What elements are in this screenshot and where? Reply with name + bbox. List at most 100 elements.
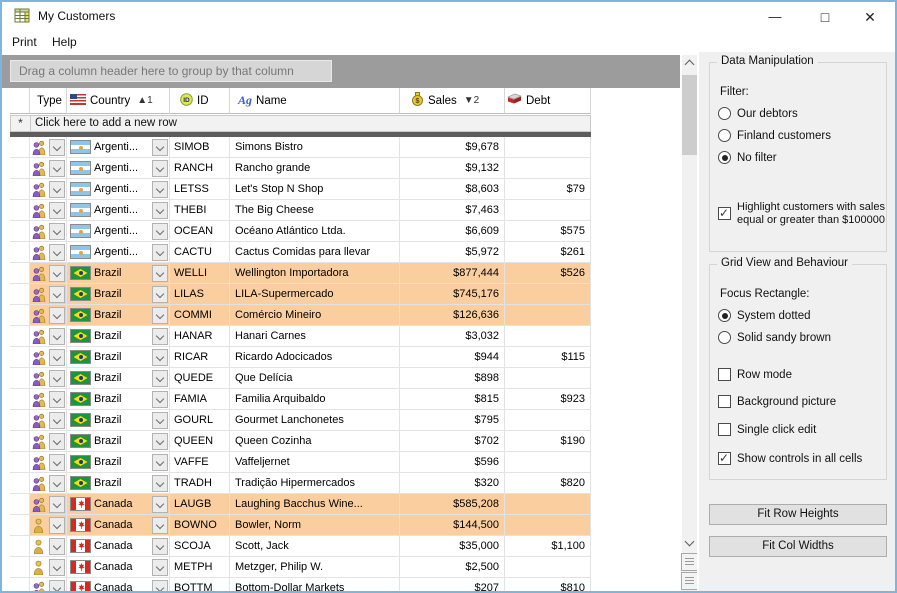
table-row[interactable]: Brazil RICAR Ricardo Adocicados $944 $11…	[10, 347, 591, 368]
sales-cell[interactable]: $7,463	[400, 200, 505, 221]
type-dropdown-button[interactable]	[49, 475, 65, 492]
type-dropdown-button[interactable]	[49, 265, 65, 282]
debt-cell[interactable]: $115	[505, 347, 591, 368]
country-dropdown-button[interactable]	[152, 265, 168, 282]
country-dropdown-button[interactable]	[152, 286, 168, 303]
name-cell[interactable]: Bowler, Norm	[230, 515, 400, 536]
sales-cell[interactable]: $126,636	[400, 305, 505, 326]
country-dropdown-button[interactable]	[152, 223, 168, 240]
id-cell[interactable]: VAFFE	[170, 452, 230, 473]
name-cell[interactable]: The Big Cheese	[230, 200, 400, 221]
type-dropdown-button[interactable]	[49, 391, 65, 408]
radio-icon[interactable]	[718, 107, 731, 120]
close-button[interactable]: ✕	[864, 9, 876, 25]
country-cell[interactable]: Argenti...	[67, 200, 170, 221]
radio-icon[interactable]	[718, 331, 731, 344]
country-cell[interactable]: Argenti...	[67, 158, 170, 179]
id-cell[interactable]: WELLI	[170, 263, 230, 284]
name-cell[interactable]: Tradição Hipermercados	[230, 473, 400, 494]
sales-cell[interactable]: $207	[400, 578, 505, 591]
name-cell[interactable]: Océano Atlántico Ltda.	[230, 221, 400, 242]
type-cell[interactable]	[30, 368, 67, 389]
table-row[interactable]: Canada BOWNO Bowler, Norm $144,500	[10, 515, 591, 536]
type-cell[interactable]	[30, 179, 67, 200]
country-dropdown-button[interactable]	[152, 433, 168, 450]
type-cell[interactable]	[30, 200, 67, 221]
country-dropdown-button[interactable]	[152, 496, 168, 513]
table-row[interactable]: Canada BOTTM Bottom-Dollar Markets $207 …	[10, 578, 591, 591]
type-dropdown-button[interactable]	[49, 328, 65, 345]
id-cell[interactable]: TRADH	[170, 473, 230, 494]
checkbox-highlight-sales[interactable]: Highlight customers with sales equal or …	[718, 201, 887, 227]
sales-cell[interactable]: $702	[400, 431, 505, 452]
type-dropdown-button[interactable]	[49, 517, 65, 534]
checkbox-icon[interactable]	[718, 451, 731, 465]
name-cell[interactable]: Comércio Mineiro	[230, 305, 400, 326]
table-row[interactable]: Canada METPH Metzger, Philip W. $2,500	[10, 557, 591, 578]
debt-cell[interactable]	[505, 326, 591, 347]
type-dropdown-button[interactable]	[49, 202, 65, 219]
country-cell[interactable]: Argenti...	[67, 137, 170, 158]
type-dropdown-button[interactable]	[49, 559, 65, 576]
debt-cell[interactable]	[505, 368, 591, 389]
country-dropdown-button[interactable]	[152, 454, 168, 471]
sales-cell[interactable]: $3,032	[400, 326, 505, 347]
radio-icon[interactable]	[718, 151, 731, 164]
table-row[interactable]: Brazil LILAS LILA-Supermercado $745,176	[10, 284, 591, 305]
sales-cell[interactable]: $8,603	[400, 179, 505, 200]
country-dropdown-button[interactable]	[152, 580, 168, 591]
country-cell[interactable]: Brazil	[67, 368, 170, 389]
country-cell[interactable]: Canada	[67, 515, 170, 536]
grid-mini-button-2[interactable]	[681, 572, 697, 590]
fit-col-widths-button[interactable]: Fit Col Widths	[709, 536, 887, 557]
id-cell[interactable]: COMMI	[170, 305, 230, 326]
radio-system-dotted[interactable]: System dotted	[718, 309, 811, 322]
country-cell[interactable]: Brazil	[67, 326, 170, 347]
type-dropdown-button[interactable]	[49, 538, 65, 555]
checkbox-row-mode[interactable]: Row mode	[718, 368, 792, 381]
type-cell[interactable]	[30, 452, 67, 473]
sales-cell[interactable]: $877,444	[400, 263, 505, 284]
type-dropdown-button[interactable]	[49, 223, 65, 240]
debt-cell[interactable]	[505, 158, 591, 179]
type-cell[interactable]	[30, 263, 67, 284]
name-cell[interactable]: Wellington Importadora	[230, 263, 400, 284]
country-cell[interactable]: Brazil	[67, 284, 170, 305]
name-cell[interactable]: Ricardo Adocicados	[230, 347, 400, 368]
name-cell[interactable]: LILA-Supermercado	[230, 284, 400, 305]
id-cell[interactable]: RANCH	[170, 158, 230, 179]
type-dropdown-button[interactable]	[49, 433, 65, 450]
table-row[interactable]: Brazil TRADH Tradição Hipermercados $320…	[10, 473, 591, 494]
sales-cell[interactable]: $596	[400, 452, 505, 473]
name-cell[interactable]: Metzger, Philip W.	[230, 557, 400, 578]
table-row[interactable]: Brazil QUEEN Queen Cozinha $702 $190	[10, 431, 591, 452]
country-dropdown-button[interactable]	[152, 349, 168, 366]
country-cell[interactable]: Brazil	[67, 389, 170, 410]
name-cell[interactable]: Hanari Carnes	[230, 326, 400, 347]
table-row[interactable]: Canada LAUGB Laughing Bacchus Wine... $5…	[10, 494, 591, 515]
type-dropdown-button[interactable]	[49, 160, 65, 177]
radio-icon[interactable]	[718, 309, 731, 322]
country-dropdown-button[interactable]	[152, 139, 168, 156]
debt-cell[interactable]	[505, 494, 591, 515]
column-header-debt[interactable]: Debt	[505, 88, 591, 114]
name-cell[interactable]: Gourmet Lanchonetes	[230, 410, 400, 431]
sales-cell[interactable]: $320	[400, 473, 505, 494]
debt-cell[interactable]	[505, 557, 591, 578]
country-cell[interactable]: Brazil	[67, 473, 170, 494]
type-dropdown-button[interactable]	[49, 244, 65, 261]
checkbox-icon[interactable]	[718, 206, 731, 220]
table-row[interactable]: Brazil VAFFE Vaffeljernet $596	[10, 452, 591, 473]
name-cell[interactable]: Cactus Comidas para llevar	[230, 242, 400, 263]
country-cell[interactable]: Canada	[67, 494, 170, 515]
id-cell[interactable]: QUEEN	[170, 431, 230, 452]
sales-cell[interactable]: $944	[400, 347, 505, 368]
country-dropdown-button[interactable]	[152, 181, 168, 198]
checkbox-icon[interactable]	[718, 395, 731, 408]
type-cell[interactable]	[30, 347, 67, 368]
debt-cell[interactable]: $79	[505, 179, 591, 200]
table-row[interactable]: Brazil WELLI Wellington Importadora $877…	[10, 263, 591, 284]
table-row[interactable]: Argenti... RANCH Rancho grande $9,132	[10, 158, 591, 179]
id-cell[interactable]: BOWNO	[170, 515, 230, 536]
menu-item-help[interactable]: Help	[52, 35, 77, 49]
